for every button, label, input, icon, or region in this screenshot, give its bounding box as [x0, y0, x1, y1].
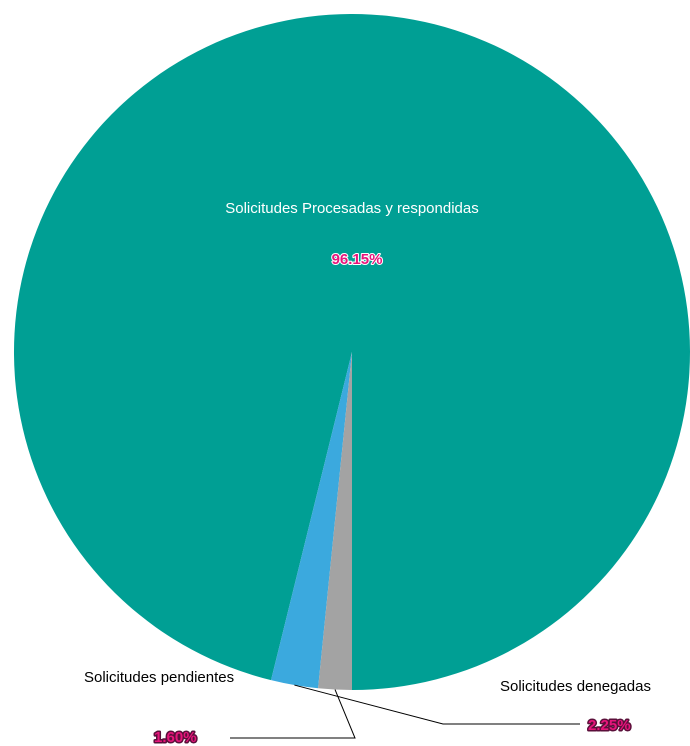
pie-slices — [13, 14, 690, 690]
pie-slice-denegadas — [271, 352, 352, 689]
pie-slice-procesadas — [13, 14, 690, 690]
leader-line-pendientes — [230, 689, 356, 739]
slice-label-pendientes: Solicitudes pendientes — [84, 669, 234, 686]
slice-label-denegadas: Solicitudes denegadas — [500, 678, 651, 695]
leader-lines — [230, 684, 580, 739]
leader-line-denegadas — [294, 684, 580, 725]
slice-percent-denegadas: 2.25% — [588, 717, 631, 734]
slice-percent-procesadas: 96.15% — [332, 251, 383, 268]
slice-label-procesadas: Solicitudes Procesadas y respondidas — [225, 200, 478, 217]
pie-slice-pendientes — [318, 352, 352, 690]
slice-percent-pendientes: 1.60% — [154, 729, 197, 746]
